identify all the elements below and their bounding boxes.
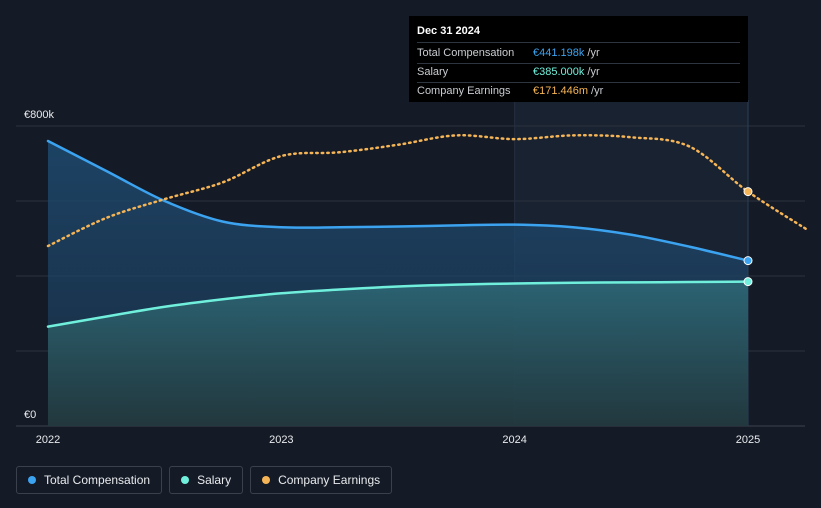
series-areas [48, 141, 748, 426]
x-tick-label: 2024 [502, 434, 526, 446]
tooltip-unit: /yr [587, 47, 600, 59]
tooltip-row-salary: Salary €385.000k /yr [417, 64, 740, 83]
legend-label: Company Earnings [278, 473, 381, 487]
tooltip-row-total-compensation: Total Compensation €441.198k /yr [417, 45, 740, 64]
axis-labels: 2022 2023 2024 2025 €0 €800k [24, 109, 760, 446]
series-lines [46, 134, 808, 328]
circle-icon [262, 476, 271, 484]
tooltip-row-company-earnings: Company Earnings €171.446m /yr [417, 83, 740, 101]
tooltip-label: Total Compensation [417, 47, 515, 59]
y-tick-label: €800k [24, 109, 54, 121]
company-earnings-marker [743, 187, 753, 197]
legend-item-salary[interactable]: Salary [169, 466, 244, 494]
tooltip-value: €385.000k [533, 66, 585, 78]
total-compensation-marker [743, 256, 753, 266]
legend-label: Total Compensation [44, 473, 151, 487]
tooltip-value: €441.198k [533, 47, 585, 59]
circle-icon [181, 476, 190, 484]
chart-legend: Total Compensation Salary Company Earnin… [16, 466, 393, 494]
tooltip-unit: /yr [587, 66, 600, 78]
tooltip-unit: /yr [591, 85, 604, 97]
x-tick-label: 2025 [736, 434, 760, 446]
total-compensation-line [46, 139, 750, 262]
salary-marker [743, 277, 753, 287]
tooltip-date: Dec 31 2024 [417, 24, 740, 43]
series-markers [743, 187, 753, 287]
x-tick-label: 2022 [36, 434, 60, 446]
x-tick-label: 2023 [269, 434, 293, 446]
circle-icon [28, 476, 36, 484]
chart-tooltip: Dec 31 2024 Total Compensation €441.198k… [409, 16, 748, 102]
salary-area [48, 281, 748, 426]
company-earnings-line [46, 134, 808, 248]
salary-line [46, 280, 750, 328]
tooltip-label: Company Earnings [417, 85, 511, 97]
legend-label: Salary [197, 473, 232, 487]
y-tick-label: €0 [24, 409, 36, 421]
tooltip-label: Salary [417, 66, 449, 78]
legend-item-company-earnings[interactable]: Company Earnings [250, 466, 393, 494]
legend-item-total-compensation[interactable]: Total Compensation [16, 466, 163, 494]
tooltip-value: €171.446m [533, 85, 589, 97]
